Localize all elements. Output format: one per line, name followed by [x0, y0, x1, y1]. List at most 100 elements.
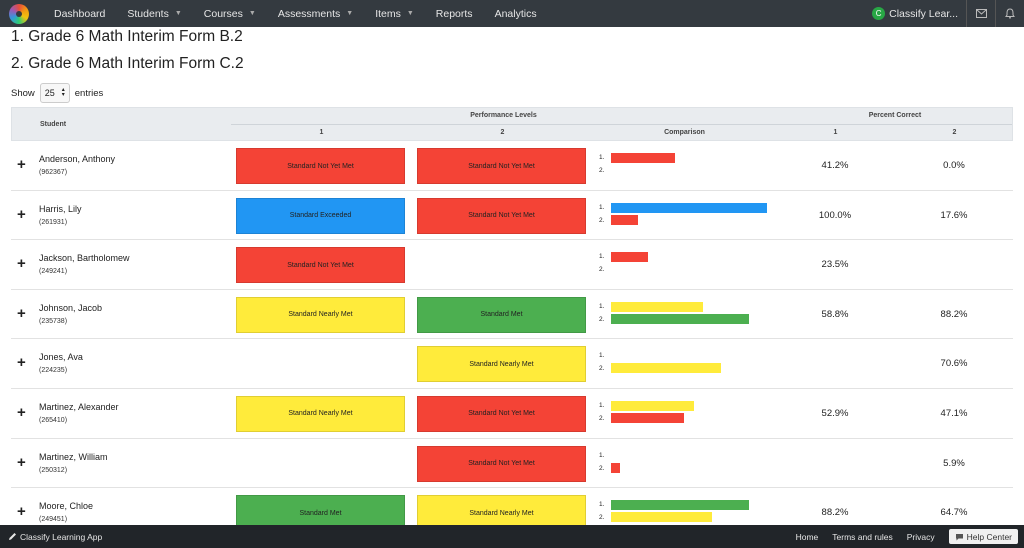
comparison-label-2: 2.: [599, 414, 605, 422]
footer-link-privacy[interactable]: Privacy: [906, 531, 935, 542]
percent-correct-1: 52.9%: [821, 407, 849, 419]
table-body: + Anderson, Anthony (962367) Standard Not Y…: [11, 141, 1013, 538]
comparison-label-1: 1.: [599, 501, 605, 509]
performance-level-1: Standard Exceeded: [236, 197, 405, 234]
expand-row-icon[interactable]: +: [17, 453, 26, 471]
comparison-label-2: 2.: [599, 365, 605, 373]
show-entries-control: Show 25 ▴ ▾ entries: [11, 83, 103, 103]
header-pc-2[interactable]: 2: [952, 129, 957, 136]
footer-links: Home Terms and rules Privacy Help Center: [796, 529, 1024, 544]
mail-icon[interactable]: [967, 0, 995, 27]
comparison-label-2: 2.: [599, 315, 605, 323]
comparison-label-1: 1.: [599, 451, 605, 459]
bell-icon[interactable]: [996, 0, 1024, 27]
footer: Classify Learning App Home Terms and rul…: [0, 525, 1024, 548]
nav-item-reports[interactable]: Reports: [425, 0, 484, 27]
nav-divider: [995, 0, 996, 27]
comparison-bar-2: [611, 313, 749, 324]
performance-level-2: Standard Not Yet Met: [417, 395, 586, 432]
percent-correct-2: 47.1%: [940, 407, 968, 419]
show-label: Show: [11, 87, 35, 99]
comparison-label-1: 1.: [599, 302, 605, 310]
comparison-label-1: 1.: [599, 401, 605, 409]
org-badge: C: [872, 7, 886, 20]
comparison-label-2: 2.: [599, 464, 605, 472]
performance-level-2: Standard Met: [417, 296, 586, 333]
comparison-bar-1: [611, 252, 648, 263]
footer-link-home[interactable]: Home: [795, 531, 819, 542]
percent-correct-2: 5.9%: [943, 457, 965, 469]
comparison-label-2: 2.: [599, 266, 605, 274]
nav-item-dashboard[interactable]: Dashboard: [43, 0, 116, 27]
student-name[interactable]: Moore, Chloe: [39, 501, 94, 512]
nav-item-label: Assessments: [277, 7, 341, 20]
form-title-2: 2. Grade 6 Math Interim Form C.2: [11, 55, 244, 72]
nav-item-courses[interactable]: Courses ▼: [193, 0, 267, 27]
header-performance-levels: Performance Levels: [470, 112, 537, 119]
results-table: Student Performance Levels Percent Corre…: [11, 107, 1013, 538]
nav-item-analytics[interactable]: Analytics: [484, 0, 548, 27]
table-row: + Martinez, William (250312) Standard Not Y…: [11, 439, 1013, 489]
student-name[interactable]: Jackson, Bartholomew: [39, 253, 130, 264]
table-row: + Anderson, Anthony (962367) Standard Not Y…: [11, 141, 1013, 191]
nav-item-items[interactable]: Items ▼: [364, 0, 425, 27]
student-id: (250312): [39, 466, 68, 474]
footer-brand[interactable]: Classify Learning App: [8, 532, 102, 542]
comparison-label-2: 2.: [599, 167, 605, 174]
org-name: Classify Lear...: [889, 7, 958, 20]
expand-row-icon[interactable]: +: [17, 255, 26, 273]
table-header: Student Performance Levels Percent Corre…: [11, 107, 1013, 141]
nav-divider: [966, 0, 967, 27]
student-id: (224235): [39, 367, 68, 375]
nav-item-label: Courses: [203, 7, 243, 20]
caret-down-icon: ▼: [248, 10, 256, 17]
comparison-bar-2: [611, 363, 722, 374]
student-name[interactable]: Jones, Ava: [39, 352, 83, 363]
performance-level-2: Standard Not Yet Met: [417, 197, 586, 234]
nav-item-label: Dashboard: [54, 7, 106, 20]
expand-row-icon[interactable]: +: [17, 503, 26, 521]
percent-correct-1: 100.0%: [818, 209, 852, 221]
student-name[interactable]: Martinez, Alexander: [39, 401, 119, 412]
nav-right: C Classify Lear...: [872, 0, 1024, 27]
nav-item-label: Reports: [435, 7, 473, 20]
comparison-label-2: 2.: [599, 514, 605, 522]
nav-item-students[interactable]: Students ▼: [116, 0, 192, 27]
expand-row-icon[interactable]: +: [17, 304, 26, 322]
table-row: + Jackson, Bartholomew (249241) Standard No…: [11, 240, 1013, 290]
entries-select[interactable]: 25 ▴ ▾: [39, 83, 70, 103]
comparison-bar-1: [611, 301, 703, 312]
header-pc-1[interactable]: 1: [833, 129, 838, 136]
pencil-icon: [9, 533, 16, 540]
performance-level-2: Standard Not Yet Met: [417, 148, 586, 184]
expand-row-icon[interactable]: +: [17, 403, 26, 421]
student-id: (249451): [39, 516, 68, 524]
student-name[interactable]: Johnson, Jacob: [39, 302, 103, 313]
app-logo-icon[interactable]: [9, 3, 29, 24]
nav-menu: Dashboard Students ▼ Courses ▼ Assessments ▼ It…: [43, 0, 548, 27]
table-row: + Martinez, Alexander (265410) Standard Nea…: [11, 389, 1013, 439]
performance-level-1: Standard Nearly Met: [236, 395, 405, 432]
table-row: + Johnson, Jacob (235738) Standard Nearly M…: [11, 290, 1013, 340]
header-pl-1[interactable]: 1: [319, 129, 324, 136]
form-title-1: 1. Grade 6 Math Interim Form B.2: [11, 28, 243, 45]
student-name[interactable]: Harris, Lily: [39, 203, 82, 214]
student-id: (261931): [39, 218, 68, 226]
expand-row-icon[interactable]: +: [17, 354, 26, 372]
percent-correct-2: 64.7%: [940, 507, 968, 519]
percent-correct-1: 58.8%: [821, 308, 849, 320]
comparison-label-2: 2.: [599, 216, 605, 224]
nav-item-assessments[interactable]: Assessments ▼: [267, 0, 364, 27]
table-row: + Jones, Ava (224235) Standard Nearly Met 1.…: [11, 339, 1013, 389]
caret-down-icon: ▼: [346, 10, 354, 17]
header-pl-2[interactable]: 2: [500, 129, 505, 136]
expand-row-icon[interactable]: +: [17, 205, 26, 223]
student-name[interactable]: Martinez, William: [39, 451, 108, 462]
comparison-label-1: 1.: [599, 352, 605, 360]
student-name[interactable]: Anderson, Anthony: [39, 154, 116, 164]
footer-link-terms[interactable]: Terms and rules: [832, 531, 893, 542]
org-switcher[interactable]: C Classify Lear...: [872, 0, 966, 27]
header-student[interactable]: Student: [40, 121, 67, 128]
expand-row-icon[interactable]: +: [17, 156, 26, 173]
help-center-button[interactable]: Help Center: [948, 529, 1018, 544]
